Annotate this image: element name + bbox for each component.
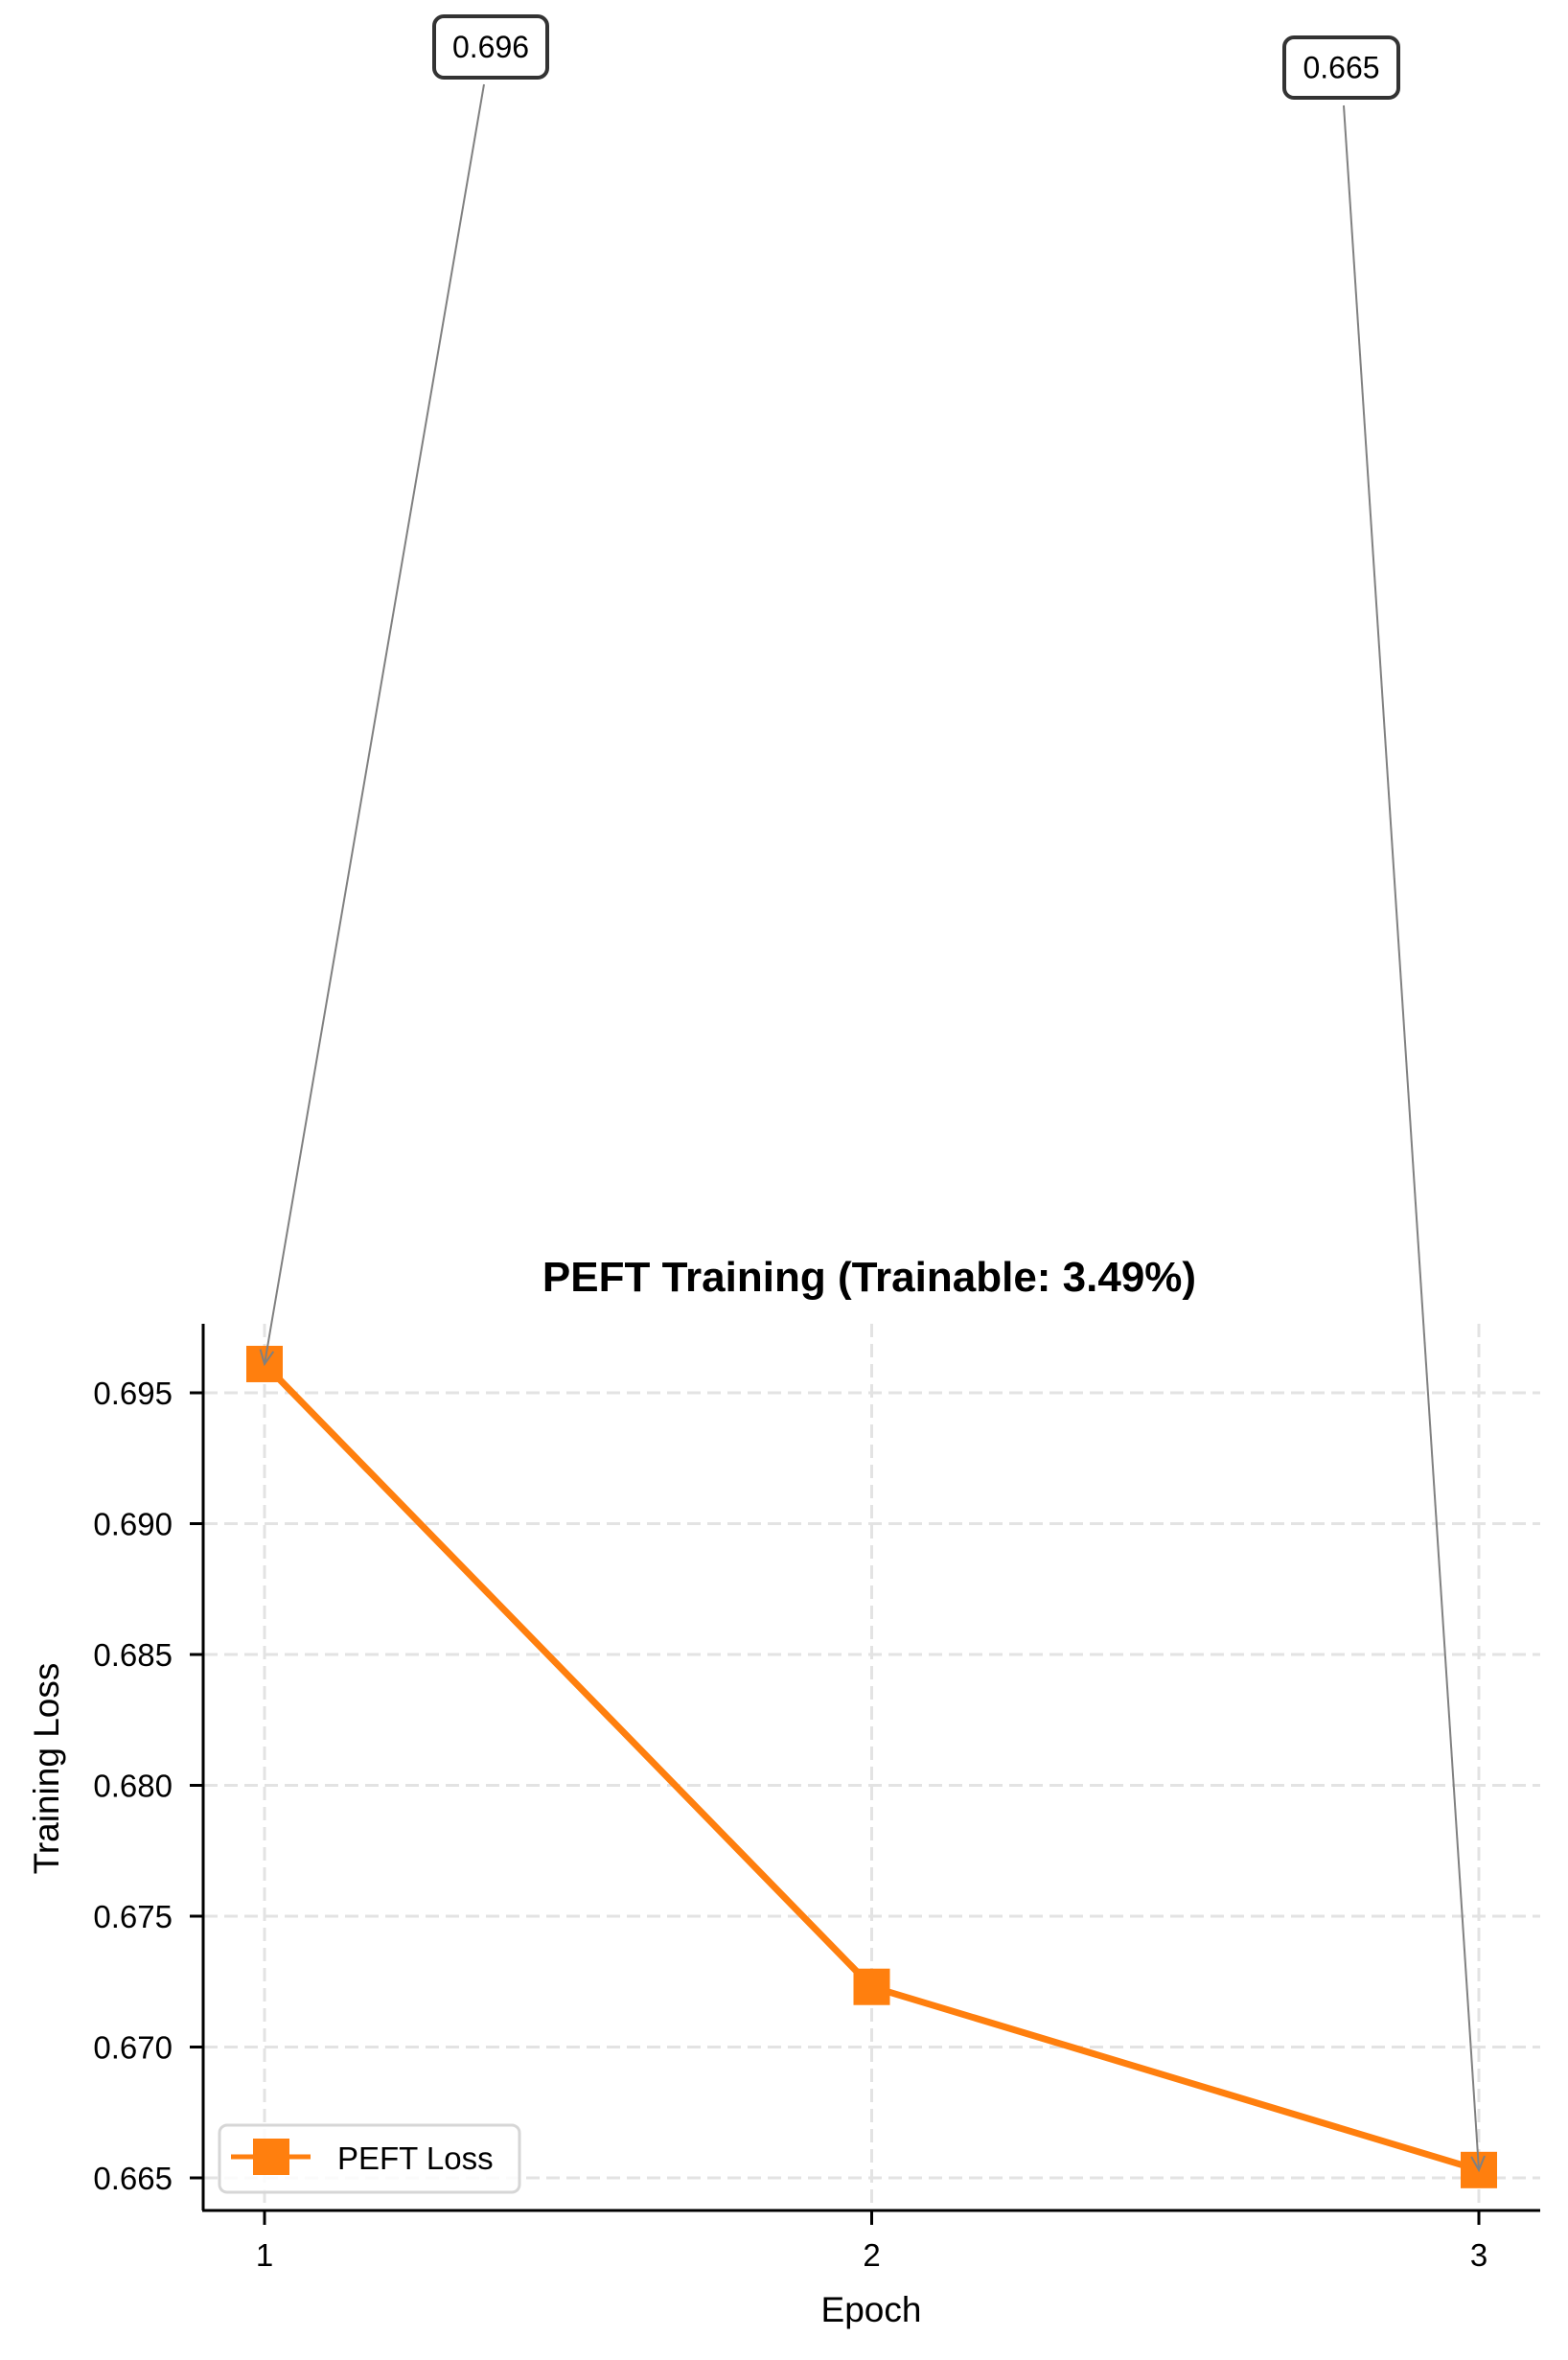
y-tick-label: 0.665	[93, 2161, 173, 2196]
y-tick-label: 0.690	[93, 1507, 173, 1542]
legend-label: PEFT Loss	[337, 2140, 494, 2176]
x-axis-ticks: 1 2 3	[256, 2210, 1487, 2273]
y-tick-label: 0.695	[93, 1376, 173, 1411]
data-point-square-marker	[853, 1968, 890, 2005]
y-axis-label: Training Loss	[27, 1663, 66, 1875]
y-tick-label: 0.670	[93, 2030, 173, 2066]
annotation-label: 0.665	[1303, 51, 1379, 85]
y-tick-label: 0.685	[93, 1637, 173, 1673]
arrowhead-icon	[1470, 2155, 1486, 2173]
annotation-box	[1282, 35, 1400, 100]
y-axis-ticks: 0.665 0.670 0.675 0.680 0.685 0.690 0.695	[93, 1376, 203, 2196]
legend: PEFT Loss	[218, 2123, 521, 2194]
arrowhead-icon	[259, 1349, 275, 1367]
annotation-label: 0.696	[452, 30, 529, 64]
x-tick-label: 1	[256, 2237, 273, 2273]
annotation-arrow	[1343, 104, 1480, 2170]
x-tick-label: 3	[1470, 2237, 1487, 2273]
legend-square-marker-icon	[253, 2139, 289, 2175]
annotation-arrow	[264, 83, 485, 1365]
annotations: 0.696 0.665	[259, 14, 1486, 2173]
grid-lines	[204, 1324, 1540, 2210]
y-tick-label: 0.680	[93, 1769, 173, 1804]
x-tick-label: 2	[863, 2237, 880, 2273]
chart-title: PEFT Training (Trainable: 3.49%)	[542, 1254, 1196, 1301]
legend-box	[218, 2123, 521, 2194]
x-axis-label: Epoch	[821, 2290, 922, 2329]
annotation-box	[432, 14, 549, 80]
y-tick-label: 0.675	[93, 1899, 173, 1934]
